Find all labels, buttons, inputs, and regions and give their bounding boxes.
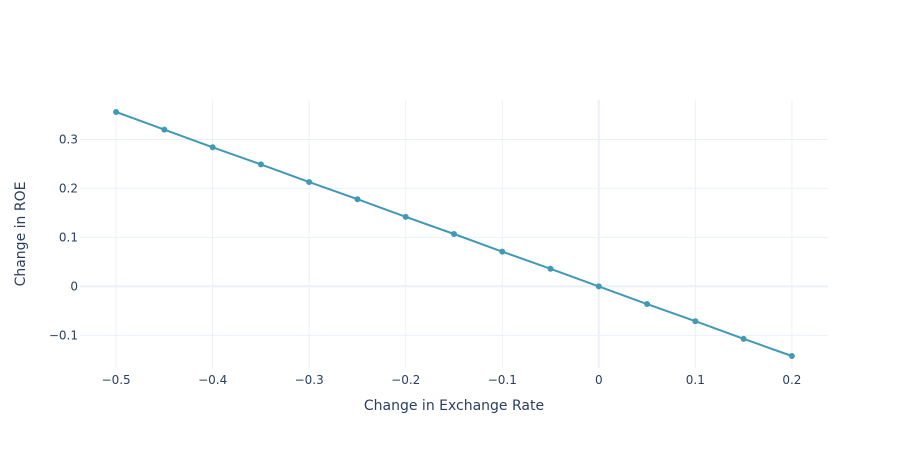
y-tick-label: 0.2 (59, 181, 78, 195)
data-point[interactable] (499, 248, 506, 255)
data-point[interactable] (788, 352, 795, 359)
data-point[interactable] (740, 335, 747, 342)
x-tick-label: −0.4 (198, 373, 227, 387)
data-point[interactable] (354, 196, 361, 203)
data-point[interactable] (257, 161, 264, 168)
x-tick-label: −0.1 (488, 373, 517, 387)
x-axis-ticks: −0.5 −0.4 −0.3 −0.2 −0.1 0 0.1 0.2 (102, 373, 802, 387)
y-tick-label: 0 (70, 279, 78, 293)
y-tick-label: 0.1 (59, 230, 78, 244)
x-tick-label: 0.2 (782, 373, 801, 387)
data-point[interactable] (402, 213, 409, 220)
data-point[interactable] (306, 179, 313, 186)
x-axis-title: Change in Exchange Rate (364, 398, 544, 414)
y-axis-ticks: −0.1 0 0.1 0.2 0.3 (49, 132, 78, 342)
data-point[interactable] (161, 126, 168, 133)
data-point[interactable] (595, 283, 602, 290)
y-axis-title: Change in ROE (13, 182, 29, 287)
x-tick-label: −0.2 (391, 373, 420, 387)
data-point[interactable] (692, 318, 699, 325)
x-tick-label: 0.1 (686, 373, 705, 387)
data-point[interactable] (113, 109, 120, 116)
x-tick-label: 0 (595, 373, 603, 387)
data-point[interactable] (209, 144, 216, 151)
data-point[interactable] (547, 265, 554, 272)
data-point[interactable] (644, 301, 651, 308)
series-layer (113, 109, 795, 359)
y-tick-label: 0.3 (59, 132, 78, 146)
grid-layer (80, 100, 828, 368)
y-tick-label: −0.1 (49, 328, 78, 342)
data-point[interactable] (451, 231, 457, 237)
x-tick-label: −0.5 (102, 373, 131, 387)
x-tick-label: −0.3 (295, 373, 324, 387)
